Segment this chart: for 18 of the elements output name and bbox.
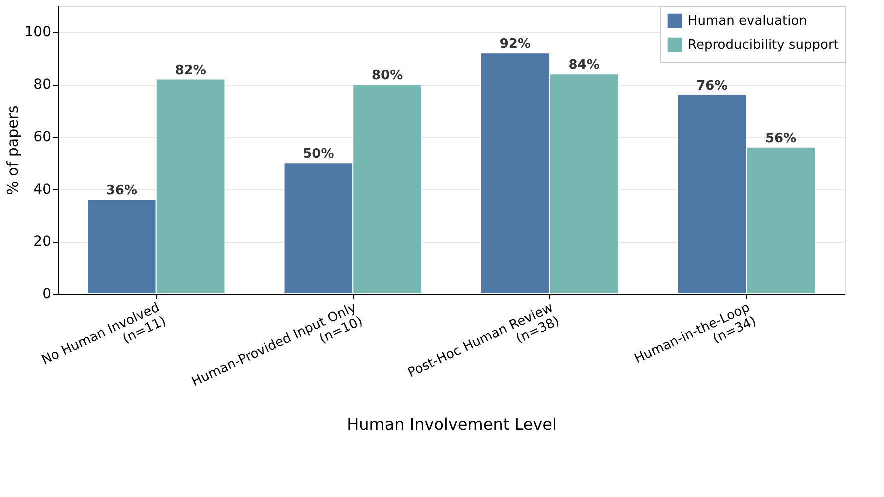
- y-tick-label: 100: [24, 24, 52, 41]
- y-tick-label: 60: [34, 129, 52, 146]
- data-label: 92%: [500, 37, 532, 52]
- data-label: 56%: [765, 131, 797, 146]
- y-axis-title: % of papers: [4, 105, 22, 196]
- data-label: 82%: [175, 63, 206, 78]
- data-label: 36%: [106, 184, 138, 199]
- legend-label: Human evaluation: [688, 14, 808, 29]
- y-tick-label: 80: [34, 77, 52, 94]
- data-label: 76%: [696, 79, 728, 94]
- y-tick-label: 0: [42, 286, 52, 302]
- legend-label: Reproducibility support: [688, 38, 839, 53]
- data-label: 80%: [372, 68, 404, 84]
- data-label: 50%: [303, 147, 334, 162]
- x-axis-title: Human Involvement Level: [347, 414, 557, 434]
- y-tick-label: 20: [34, 234, 52, 250]
- y-tick-label: 40: [34, 182, 52, 198]
- data-label: 84%: [568, 58, 600, 74]
